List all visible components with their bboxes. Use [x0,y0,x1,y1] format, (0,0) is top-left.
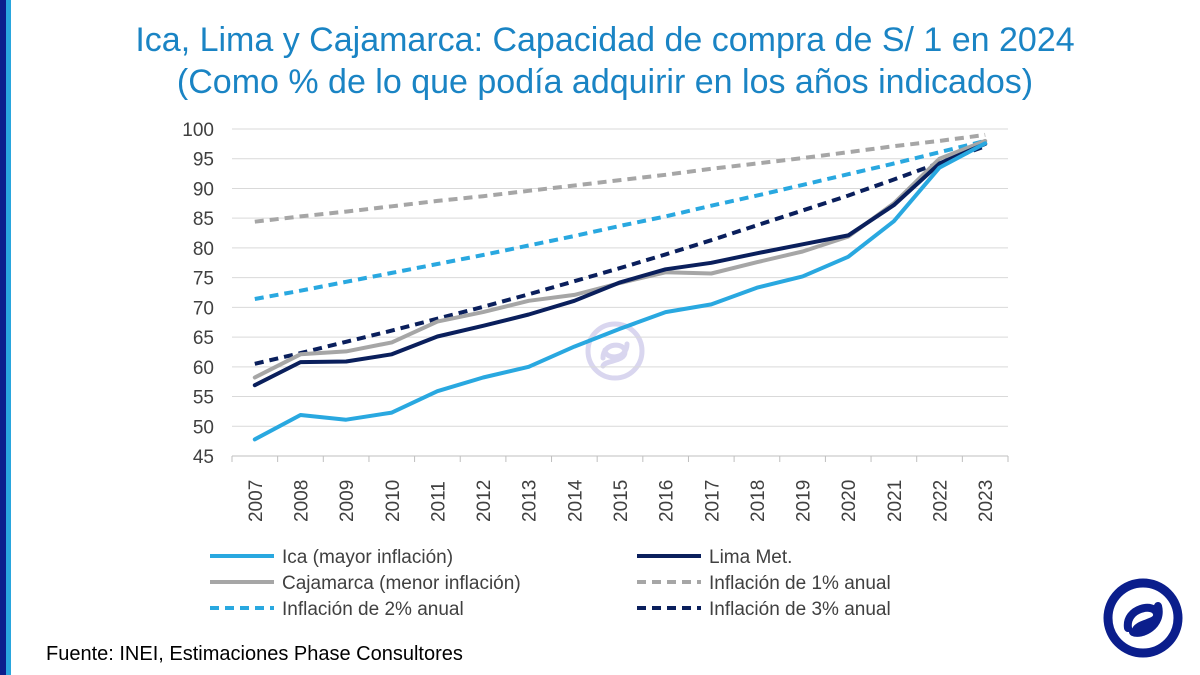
series-line [252,141,988,442]
legend-label: Inflación de 3% anual [709,599,891,620]
source-note: Fuente: INEI, Estimaciones Phase Consult… [46,643,463,665]
legend-label: Inflación de 2% anual [282,599,464,620]
y-tick-label: 95 [193,150,214,171]
y-tick-label: 45 [193,447,214,468]
series-line [254,144,986,366]
chart-title: Ica, Lima y Cajamarca: Capacidad de comp… [135,21,1075,59]
x-tick-label: 2017 [702,480,723,522]
series-line [252,141,988,388]
y-tick-label: 75 [193,269,214,290]
x-tick-label: 2008 [291,480,312,522]
series-line [254,138,986,301]
x-tick-label: 2014 [565,479,586,522]
series-line [252,138,988,380]
y-tick-label: 70 [193,298,214,319]
left-stripe-light [6,0,11,675]
x-tick-label: 2010 [383,480,404,522]
x-tick-label: 2015 [611,480,632,522]
x-tick-label: 2023 [976,480,997,522]
legend-label: Inflación de 1% anual [709,573,891,594]
x-tick-label: 2011 [428,481,449,522]
watermark-logo [585,321,645,381]
y-tick-label: 55 [193,388,214,409]
x-tick-label: 2016 [657,480,678,522]
y-tick-label: 100 [182,120,214,141]
x-tick-label: 2022 [931,480,952,522]
y-tick-label: 50 [193,417,214,438]
y-tick-label: 90 [193,179,214,200]
y-tick-label: 65 [193,328,214,349]
legend-label: Ica (mayor inflación) [282,547,453,568]
x-tick-label: 2019 [794,480,815,522]
x-tick-label: 2013 [520,480,541,522]
chart-subtitle: (Como % de lo que podía adquirir en los … [176,63,1034,101]
legend-label: Lima Met. [709,547,792,568]
x-tick-label: 2009 [337,480,358,522]
x-tick-label: 2020 [839,480,860,522]
x-tick-label: 2007 [246,480,267,522]
x-tick-label: 2021 [885,480,906,522]
left-stripe-dark [0,0,6,675]
y-tick-label: 60 [193,358,214,379]
phase-logo-icon [1103,578,1183,658]
y-tick-label: 85 [193,209,214,230]
x-tick-label: 2012 [474,480,495,522]
series-line [254,132,986,224]
x-tick-label: 2018 [748,480,769,522]
phase-watermark-icon [585,321,645,381]
y-tick-label: 80 [193,239,214,260]
legend-label: Cajamarca (menor inflación) [282,573,521,594]
